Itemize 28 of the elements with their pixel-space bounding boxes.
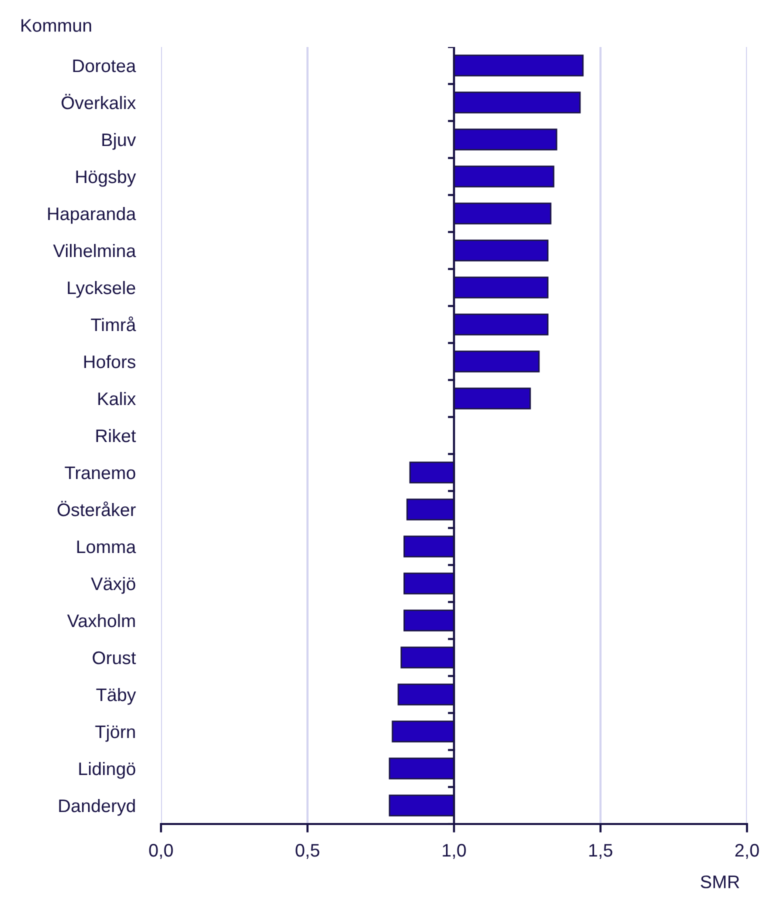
x-tick-label: 1,0 bbox=[442, 844, 466, 859]
x-tick-label: 2,0 bbox=[735, 844, 759, 859]
y-tick-label: Lycksele bbox=[68, 280, 136, 298]
y-tick-label: Överkalix bbox=[62, 94, 136, 110]
y-tick-label: Vilhelmina bbox=[53, 244, 136, 258]
y-tick-label: Växjö bbox=[90, 576, 136, 594]
y-tick-label: Täby bbox=[96, 688, 136, 705]
y-tick-label: Lidingö bbox=[79, 762, 136, 779]
y-tick-label: Högsby bbox=[76, 170, 136, 187]
y-tick-label: Lomma bbox=[77, 540, 136, 554]
x-axis-title: SMR bbox=[700, 875, 740, 888]
y-tick-label: Timrå bbox=[90, 316, 136, 332]
y-tick-label: Dorotea bbox=[73, 60, 136, 72]
y-tick-label: Tjörn bbox=[95, 724, 135, 742]
y-tick-label: Kalix bbox=[98, 392, 136, 406]
y-tick-label: Danderyd bbox=[59, 798, 135, 816]
x-tick-label: 1,5 bbox=[589, 844, 612, 859]
x-tick-label: 0,5 bbox=[296, 844, 320, 859]
y-tick-label: Orust bbox=[92, 651, 136, 664]
x-tick-label: 0,0 bbox=[149, 844, 173, 859]
y-tick-label: Vaxholm bbox=[67, 614, 135, 628]
y-tick-label: Hofors bbox=[84, 354, 136, 368]
y-tick-label: Bjuv bbox=[102, 132, 136, 150]
y-tick-label: Tranemo bbox=[64, 466, 136, 480]
y-tick-label: Riket bbox=[96, 428, 136, 442]
y-tick-label: Haparanda bbox=[48, 206, 136, 224]
y-tick-label: Österåker bbox=[58, 500, 136, 516]
y-axis-title: Kommun bbox=[21, 19, 92, 32]
